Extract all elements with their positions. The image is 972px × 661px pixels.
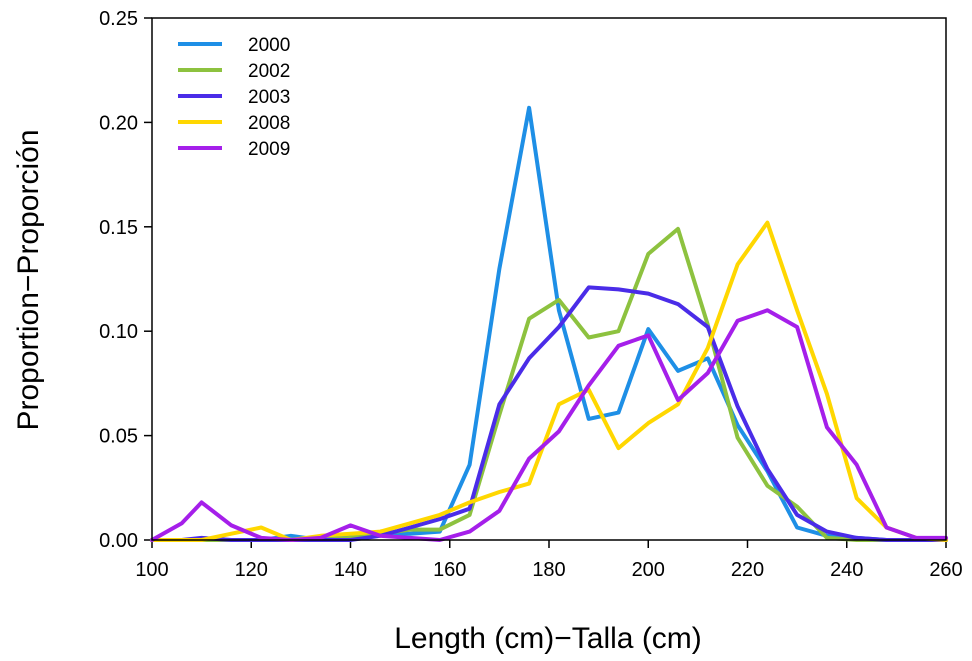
y-axis-title-group: Proportion−Proporción — [12, 129, 45, 430]
legend-label-2000: 2000 — [248, 35, 290, 56]
x-tick-label: 160 — [433, 559, 466, 581]
series-line-2009 — [150, 308, 948, 542]
x-tick-label: 200 — [632, 559, 665, 581]
legend-label-2002: 2002 — [248, 61, 290, 82]
y-tick-label: 0.15 — [99, 217, 138, 239]
y-tick-label: 0.20 — [99, 112, 138, 134]
x-tick-label: 100 — [135, 559, 168, 581]
plot-frame — [151, 17, 947, 541]
legend-label-2003: 2003 — [248, 87, 290, 108]
x-tick-label: 140 — [334, 559, 367, 581]
x-tick-label: 120 — [235, 559, 268, 581]
y-axis: 0.00 0.05 0.10 0.15 0.20 0.25 — [99, 8, 152, 552]
legend-label-2009: 2009 — [248, 139, 290, 160]
series-line-2002 — [150, 226, 948, 542]
y-axis-title: Proportion−Proporción — [12, 129, 45, 430]
y-tick-label: 0.00 — [99, 530, 138, 552]
x-axis-title: Length (cm)−Talla (cm) — [394, 622, 702, 655]
y-tick-label: 0.25 — [99, 8, 138, 30]
legend: 2000 2002 2003 2008 2009 — [178, 35, 290, 160]
y-tick-label: 0.05 — [99, 426, 138, 448]
y-tick-label: 0.10 — [99, 321, 138, 343]
series-line-2008 — [150, 220, 948, 542]
x-axis: 100 120 140 160 180 200 220 240 260 — [135, 540, 963, 581]
legend-label-2008: 2008 — [248, 113, 290, 134]
series-line-2003 — [150, 285, 948, 542]
series-lines — [150, 105, 948, 542]
x-tick-label: 220 — [731, 559, 764, 581]
x-tick-label: 240 — [830, 559, 863, 581]
series-line-2000 — [150, 105, 948, 542]
x-tick-label: 180 — [532, 559, 565, 581]
x-tick-label: 260 — [929, 559, 962, 581]
